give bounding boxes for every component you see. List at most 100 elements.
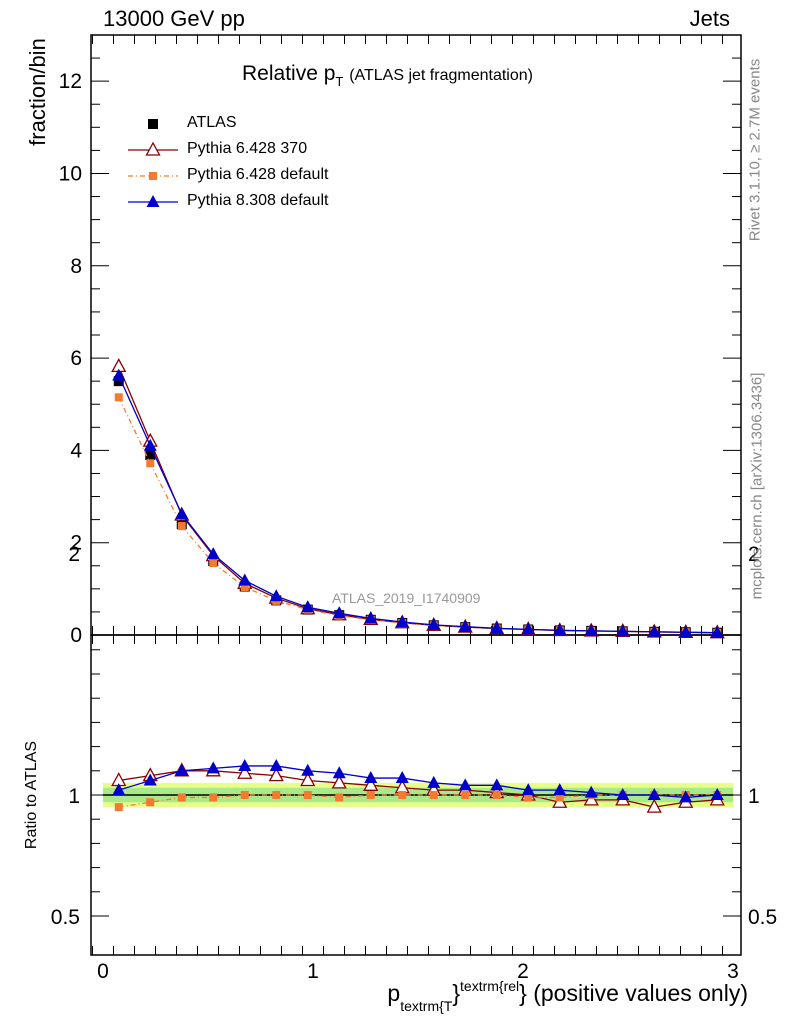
ratio-point-pythia-8-308-default xyxy=(458,778,472,791)
ratio-point-pythia-6-428-370 xyxy=(237,764,253,779)
main-point-pythia-8-308-default xyxy=(521,622,535,635)
main-point-pythia-6-428-default xyxy=(209,559,218,567)
ratio-point-pythia-6-428-default xyxy=(555,793,564,802)
ratio-line-pythia-6-428-default xyxy=(118,794,718,808)
ratio-point-pythia-6-428-default xyxy=(114,803,123,812)
ratio-point-pythia-6-428-default xyxy=(209,793,218,802)
chart-title-main: Relative p xyxy=(242,62,336,85)
mcplots-reference-label: mcplots.cern.ch [arXiv:1306.3436] xyxy=(748,372,766,600)
main-point-pythia-8-308-default xyxy=(269,589,283,602)
ratio-point-pythia-8-308-default xyxy=(206,761,220,774)
x-tick-label: 1 xyxy=(307,960,319,983)
y-tick-label-main: 10 xyxy=(59,162,82,185)
main-point-pythia-6-428-default xyxy=(146,459,155,468)
main-point-pythia-8-308-default xyxy=(175,507,189,520)
x-tick-label: 0 xyxy=(97,960,109,983)
ratio-point-pythia-6-428-default xyxy=(429,791,438,799)
legend-marker-pythia-6-428-370 xyxy=(145,141,161,156)
ratio-point-pythia-6-428-370 xyxy=(268,767,284,782)
main-point-pythia-8-308-default xyxy=(395,615,409,628)
main-point-pythia-8-308-default xyxy=(112,368,126,381)
y-tick-label-main: 12 xyxy=(59,70,82,93)
main-point-pythia-8-308-default xyxy=(553,623,567,636)
main-y-axis-label: fraction/bin xyxy=(25,38,50,146)
legend-label-pythia-6-428-default: Pythia 6.428 default xyxy=(187,166,329,183)
process-label: Jets xyxy=(689,6,730,31)
main-point-atlas xyxy=(113,376,124,387)
main-point-pythia-8-308-default xyxy=(364,611,378,624)
main-point-pythia-8-308-default xyxy=(490,621,504,634)
main-point-pythia-8-308-default xyxy=(332,606,346,619)
x-axis-label-rest: } (positive values only) xyxy=(519,980,748,1006)
legend-label-atlas: ATLAS xyxy=(187,114,237,131)
legend-marker-pythia-6-428-default xyxy=(149,172,157,180)
ratio-point-pythia-6-428-default xyxy=(398,791,407,799)
ratio-point-pythia-8-308-default xyxy=(490,778,504,791)
analysis-id-watermark: ATLAS_2019_I1740909 xyxy=(332,590,481,606)
main-point-pythia-8-308-default xyxy=(301,600,315,613)
ratio-point-pythia-6-428-default xyxy=(272,791,281,799)
y-tick-label-main: 4 xyxy=(70,439,82,462)
energy-label: 13000 GeV pp xyxy=(103,6,245,31)
chart-title-rest: (ATLAS jet fragmentation) xyxy=(349,67,533,84)
x-axis-label-p: p xyxy=(387,980,401,1006)
chart-title: Relative pT (ATLAS jet fragmentation) xyxy=(242,62,533,89)
legend-label-pythia-6-428-370: Pythia 6.428 370 xyxy=(187,140,308,157)
main-point-pythia-6-428-default xyxy=(114,393,123,402)
main-point-pythia-8-308-default xyxy=(206,547,220,560)
ratio-point-pythia-8-308-default xyxy=(143,773,157,786)
legend-label-pythia-8-308-default: Pythia 8.308 default xyxy=(187,192,329,209)
main-point-pythia-6-428-default xyxy=(240,583,249,591)
main-point-pythia-8-308-default xyxy=(647,624,661,637)
y-tick-label-main: 8 xyxy=(70,255,82,278)
ratio-point-pythia-6-428-default xyxy=(146,798,155,807)
y-tick-label-main: 0 xyxy=(70,624,82,647)
ratio-point-pythia-6-428-default xyxy=(524,793,533,802)
ratio-point-pythia-8-308-default xyxy=(679,790,693,803)
ratio-point-pythia-6-428-default xyxy=(492,791,501,799)
ratio-y-axis-label: Ratio to ATLAS xyxy=(23,740,40,850)
ratio-point-pythia-8-308-default xyxy=(710,788,724,800)
ratio-point-pythia-8-308-default xyxy=(332,766,346,779)
ratio-point-pythia-8-308-default xyxy=(584,785,598,798)
x-axis-label: ptextrm{T}textrm{rel} (positive values o… xyxy=(387,978,748,1014)
ratio-point-pythia-8-308-default xyxy=(301,763,315,776)
ratio-point-pythia-6-428-default xyxy=(335,793,344,802)
main-point-pythia-8-308-default xyxy=(458,619,472,632)
y-tick-label-ratio: 2 xyxy=(68,543,80,566)
ratio-point-pythia-8-308-default xyxy=(553,783,567,796)
chart-title-subscript: T xyxy=(335,74,344,89)
ratio-point-pythia-8-308-default xyxy=(647,788,661,800)
main-point-atlas xyxy=(145,450,156,460)
main-line-pythia-6-428-default xyxy=(118,397,718,634)
ratio-point-pythia-8-308-default xyxy=(112,783,126,796)
y-tick-label-ratio: 1 xyxy=(68,785,80,808)
legend-marker-pythia-8-308-default xyxy=(146,195,160,207)
x-axis-label-brace: } xyxy=(452,980,461,1006)
y-tick-label-ratio-right: 2 xyxy=(748,543,760,566)
x-tick-label: 2 xyxy=(517,960,529,983)
main-point-pythia-8-308-default xyxy=(143,438,157,451)
ratio-point-pythia-8-308-default xyxy=(238,758,252,771)
legend-marker-atlas xyxy=(148,119,158,129)
main-point-pythia-8-308-default xyxy=(679,625,693,638)
ratio-point-pythia-8-308-default xyxy=(427,775,441,788)
x-tick-label: 3 xyxy=(727,960,739,983)
rivet-version-label: Rivet 3.1.10, ≥ 2.7M events xyxy=(746,58,764,242)
main-point-pythia-8-308-default xyxy=(238,573,252,586)
ratio-point-pythia-6-428-default xyxy=(461,791,470,799)
ratio-point-pythia-6-428-370 xyxy=(363,776,379,791)
ratio-point-pythia-8-308-default xyxy=(269,758,283,771)
x-axis-label-subscript: textrm{T xyxy=(400,998,453,1014)
y-tick-label-ratio-right: 1 xyxy=(748,785,760,808)
ratio-point-pythia-6-428-default xyxy=(240,791,249,799)
main-point-pythia-8-308-default xyxy=(710,625,724,638)
ratio-point-pythia-6-428-default xyxy=(303,791,312,799)
ratio-point-pythia-8-308-default xyxy=(175,763,189,776)
main-point-pythia-6-428-default xyxy=(177,522,186,531)
ratio-point-pythia-6-428-370 xyxy=(646,798,662,813)
main-point-pythia-8-308-default xyxy=(584,623,598,636)
ratio-point-pythia-8-308-default xyxy=(395,771,409,784)
ratio-point-pythia-8-308-default xyxy=(616,788,630,800)
